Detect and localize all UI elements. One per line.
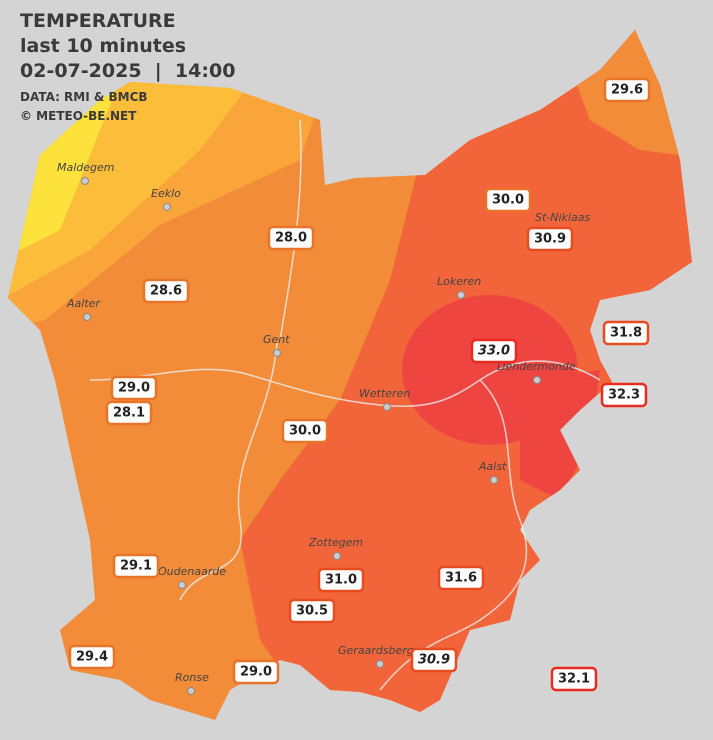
reading-value: 29.6 (611, 83, 643, 98)
reading-box (437, 565, 485, 591)
reading-box (526, 226, 574, 252)
reading: 29.1 (112, 553, 160, 579)
city-dot (178, 581, 186, 589)
reading-value: 33.0 (478, 344, 510, 359)
reading: 28.6 (142, 278, 190, 304)
reading-box (232, 659, 280, 685)
reading-box (603, 77, 651, 103)
reading: 29.0 (110, 375, 158, 401)
reading-box (600, 382, 648, 408)
reading: 32.1 (550, 666, 598, 692)
city-label: Ronse (175, 671, 209, 684)
reading-box (110, 375, 158, 401)
reading-box (288, 598, 336, 624)
reading-value: 30.9 (418, 653, 450, 668)
reading-box (602, 320, 650, 346)
reading: 29.0 (232, 659, 280, 685)
copyright: © METEO-BE.NET (20, 109, 137, 123)
reading: 30.9 (410, 647, 458, 673)
city-dot (457, 291, 465, 299)
city-dot (273, 349, 281, 357)
title: TEMPERATURE (20, 10, 176, 32)
city-label: Lokeren (437, 275, 481, 288)
reading-value: 31.8 (610, 326, 642, 341)
city-dot (533, 376, 541, 384)
reading-box (68, 644, 116, 670)
reading-box (317, 567, 365, 593)
reading-value: 30.9 (534, 232, 566, 247)
city-dot (333, 552, 341, 560)
reading: 30.0 (484, 187, 532, 213)
reading-value: 31.6 (445, 571, 477, 586)
reading-value: 28.1 (113, 406, 145, 421)
reading-box (142, 278, 190, 304)
reading-value: 31.0 (325, 573, 357, 588)
city-dot (490, 476, 498, 484)
city-label: Geraardsbergen (338, 644, 428, 657)
city-label: Aalst (478, 460, 507, 473)
reading-value: 30.0 (289, 424, 321, 439)
reading: 31.8 (602, 320, 650, 346)
reading: 31.0 (317, 567, 365, 593)
city-dot (383, 403, 391, 411)
city-label: Dendermonde (497, 360, 576, 373)
city-label: Zottegem (308, 536, 363, 549)
reading: 31.6 (437, 565, 485, 591)
reading-box (410, 647, 458, 673)
reading-box (267, 225, 315, 251)
reading: 29.4 (68, 644, 116, 670)
city-dot (83, 313, 91, 321)
city-dot (187, 687, 195, 695)
reading: 30.9 (526, 226, 574, 252)
reading: 28.1 (105, 400, 153, 426)
reading-value: 29.0 (118, 381, 150, 396)
reading-value: 30.0 (492, 193, 524, 208)
reading-box (105, 400, 153, 426)
city-label: Maldegem (57, 161, 115, 174)
city-dot (376, 660, 384, 668)
reading-value: 32.3 (608, 388, 640, 403)
city-label: Aalter (66, 297, 101, 310)
city-label: Wetteren (359, 387, 410, 400)
reading: 32.3 (600, 382, 648, 408)
reading-box (484, 187, 532, 213)
source: DATA: RMI & BMCB (20, 90, 148, 104)
reading-value: 28.0 (275, 231, 307, 246)
reading: 30.5 (288, 598, 336, 624)
reading-value: 29.4 (76, 650, 108, 665)
reading-value: 29.0 (240, 665, 272, 680)
reading-box (470, 338, 518, 364)
city-label: Oudenaarde (158, 565, 226, 578)
reading-value: 32.1 (558, 672, 590, 687)
reading: 29.6 (603, 77, 651, 103)
reading-box (550, 666, 598, 692)
reading-box (281, 418, 329, 444)
reading-box (112, 553, 160, 579)
reading-value: 30.5 (296, 604, 328, 619)
city-dot (163, 203, 171, 211)
reading: 28.0 (267, 225, 315, 251)
reading: 33.0 (470, 338, 518, 364)
header: TEMPERATURE last 10 minutes 02-07-2025 |… (20, 10, 235, 123)
period: last 10 minutes (20, 35, 186, 57)
reading-value: 29.1 (120, 559, 152, 574)
reading: 30.0 (281, 418, 329, 444)
city-label: Gent (263, 333, 290, 346)
datetime: 02-07-2025 | 14:00 (20, 60, 235, 82)
city-label: Eeklo (151, 187, 181, 200)
city-dot (81, 177, 89, 185)
city-label: St-Niklaas (535, 211, 590, 224)
reading-value: 28.6 (150, 284, 182, 299)
